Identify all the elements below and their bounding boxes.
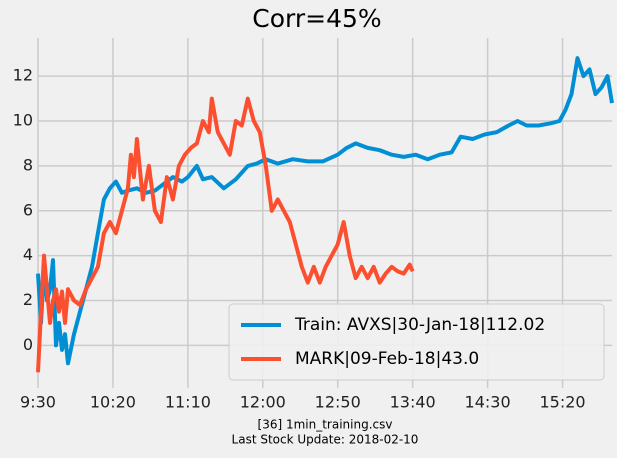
grid: 0 2 4 6 8 10 12 9:30 10:20 11:10 12:00 12:50 13:40 14… (13, 38, 612, 412)
y-tick-label: 0 (23, 335, 33, 354)
y-tick-label: 2 (23, 290, 33, 309)
x-tick-label: 11:10 (165, 393, 211, 412)
y-tick-label: 8 (23, 155, 33, 174)
x-tick-label: 10:20 (90, 393, 136, 412)
chart-title: Corr=45% (252, 4, 381, 33)
y-tick-label: 12 (13, 66, 33, 85)
legend-label: MARK|09-Feb-18|43.0 (295, 349, 479, 369)
x-tick-label: 12:00 (240, 393, 286, 412)
legend-box (228, 303, 605, 381)
x-tick-label: 14:30 (465, 393, 511, 412)
legend: Train: AVXS|30-Jan-18|112.02 MARK|09-Feb-… (228, 303, 605, 381)
series-line (36, 96, 415, 373)
footer: Last Stock Update: 2018-02-10 (232, 433, 419, 447)
x-tick-label: 15:20 (539, 393, 585, 412)
footer: [36] 1min_training.csv (258, 418, 393, 432)
x-tick-label: 12:50 (315, 393, 361, 412)
x-tick-label: 13:40 (390, 393, 436, 412)
legend-label: Train: AVXS|30-Jan-18|112.02 (294, 315, 545, 335)
y-tick-label: 4 (23, 245, 33, 264)
series-line (36, 56, 614, 366)
x-tick-label: 9:30 (20, 393, 56, 412)
y-tick-label: 10 (13, 111, 33, 130)
lines (36, 56, 614, 373)
y-tick-label: 6 (23, 200, 33, 219)
